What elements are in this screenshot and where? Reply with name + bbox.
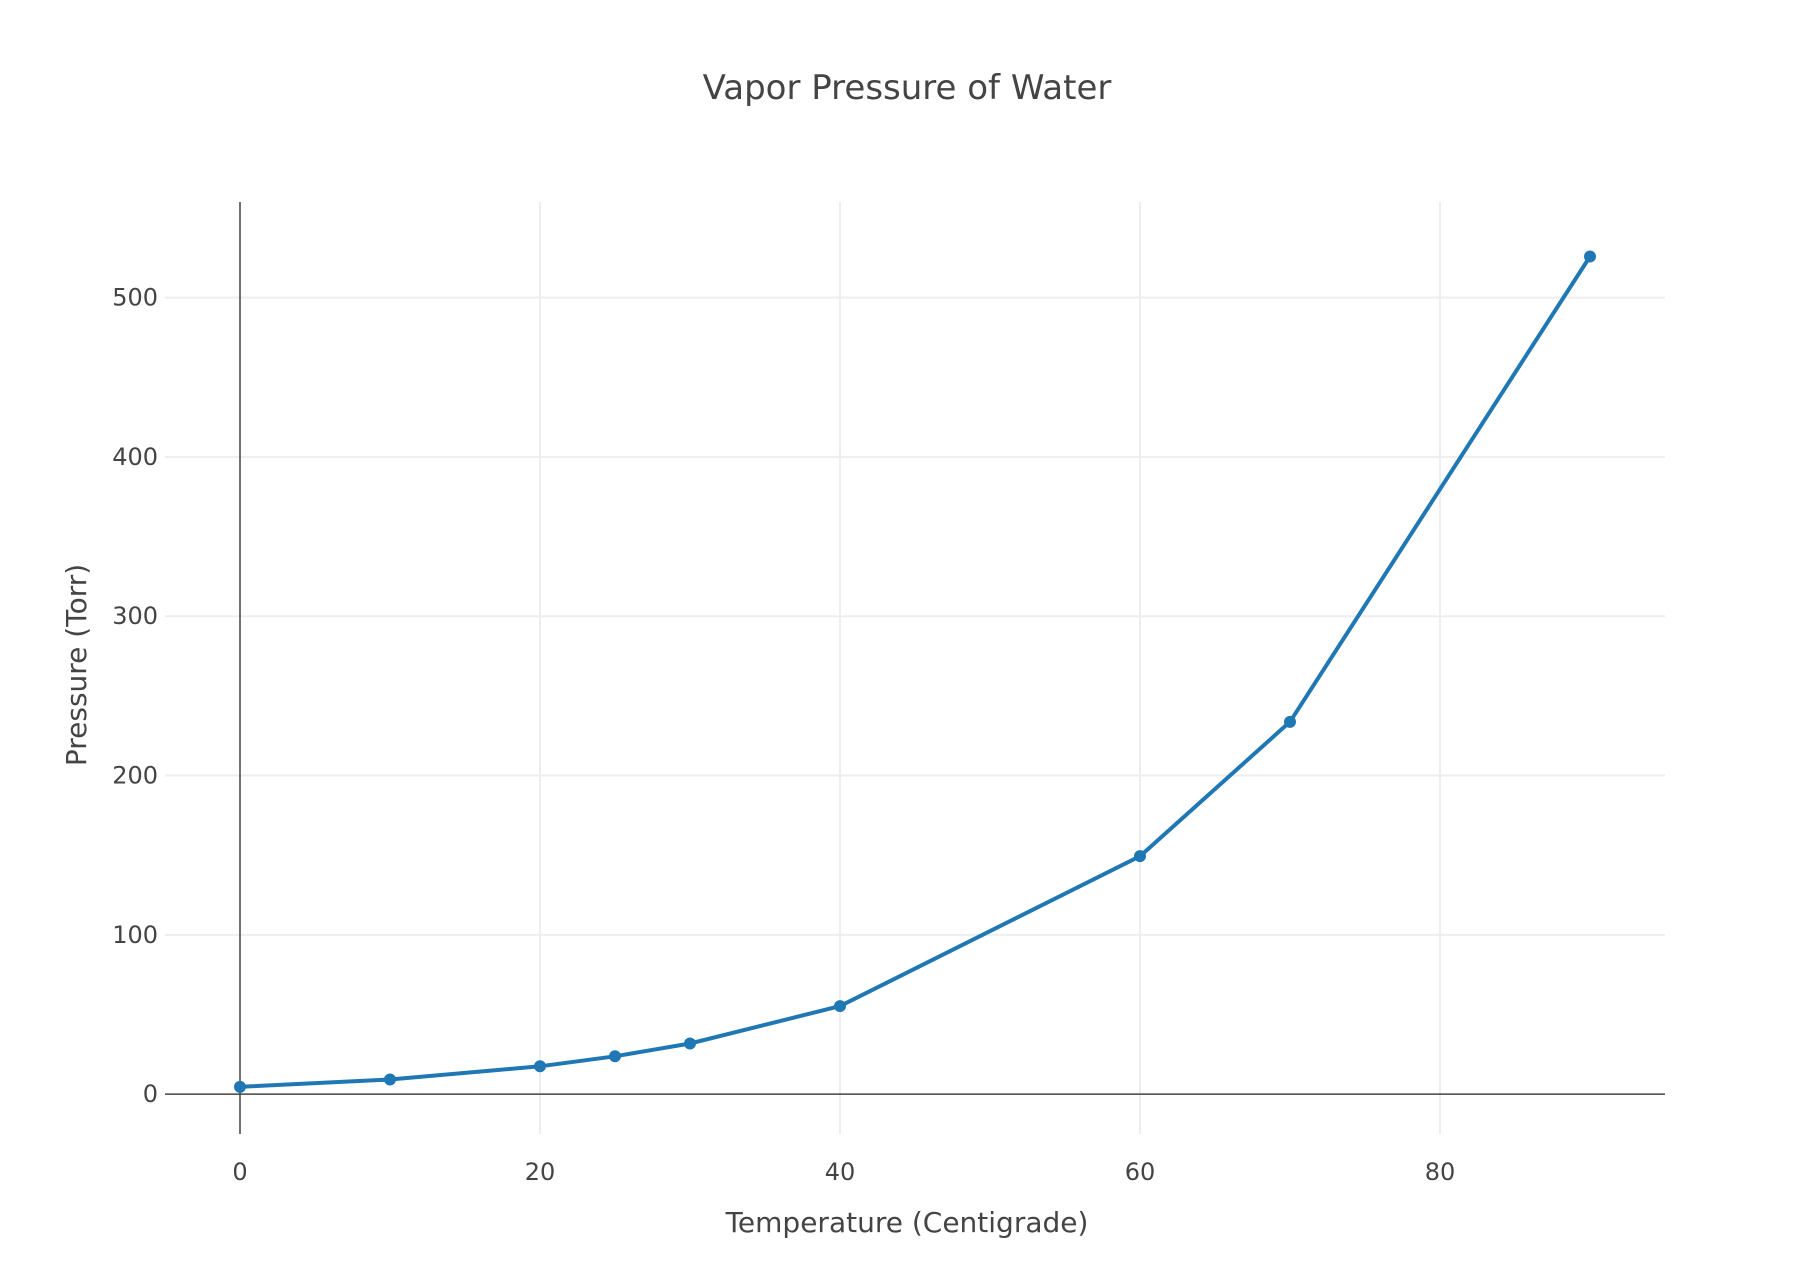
y-tick-label: 300 (112, 602, 158, 630)
y-axis-label: Pressure (Torr) (60, 564, 93, 766)
data-point (534, 1060, 546, 1073)
x-tick-label: 60 (1125, 1158, 1156, 1186)
chart-title: Vapor Pressure of Water (703, 68, 1112, 108)
data-point (1584, 250, 1596, 263)
x-tick-label: 40 (825, 1158, 856, 1186)
series-layer (234, 250, 1596, 1093)
y-tick-label: 0 (143, 1080, 158, 1108)
y-tick-label: 500 (112, 284, 158, 312)
axes (165, 202, 1665, 1134)
data-point (1284, 715, 1296, 728)
x-tick-label: 80 (1425, 1158, 1456, 1186)
x-axis-label: Temperature (Centigrade) (725, 1206, 1089, 1239)
data-point (684, 1037, 696, 1050)
data-point (234, 1080, 246, 1093)
data-point (384, 1073, 396, 1086)
x-tick-label: 20 (525, 1158, 556, 1186)
y-tick-label: 100 (112, 921, 158, 949)
y-tick-label: 400 (112, 443, 158, 471)
x-axis-ticks: 0 20 40 60 80 (232, 1158, 1455, 1186)
data-point (609, 1050, 621, 1063)
y-axis-ticks: 0 100 200 300 400 500 (112, 284, 158, 1109)
y-tick-label: 200 (112, 762, 158, 790)
data-point (834, 1000, 846, 1013)
gridlines (165, 202, 1665, 1134)
x-tick-label: 0 (232, 1158, 247, 1186)
data-point (1134, 850, 1146, 863)
